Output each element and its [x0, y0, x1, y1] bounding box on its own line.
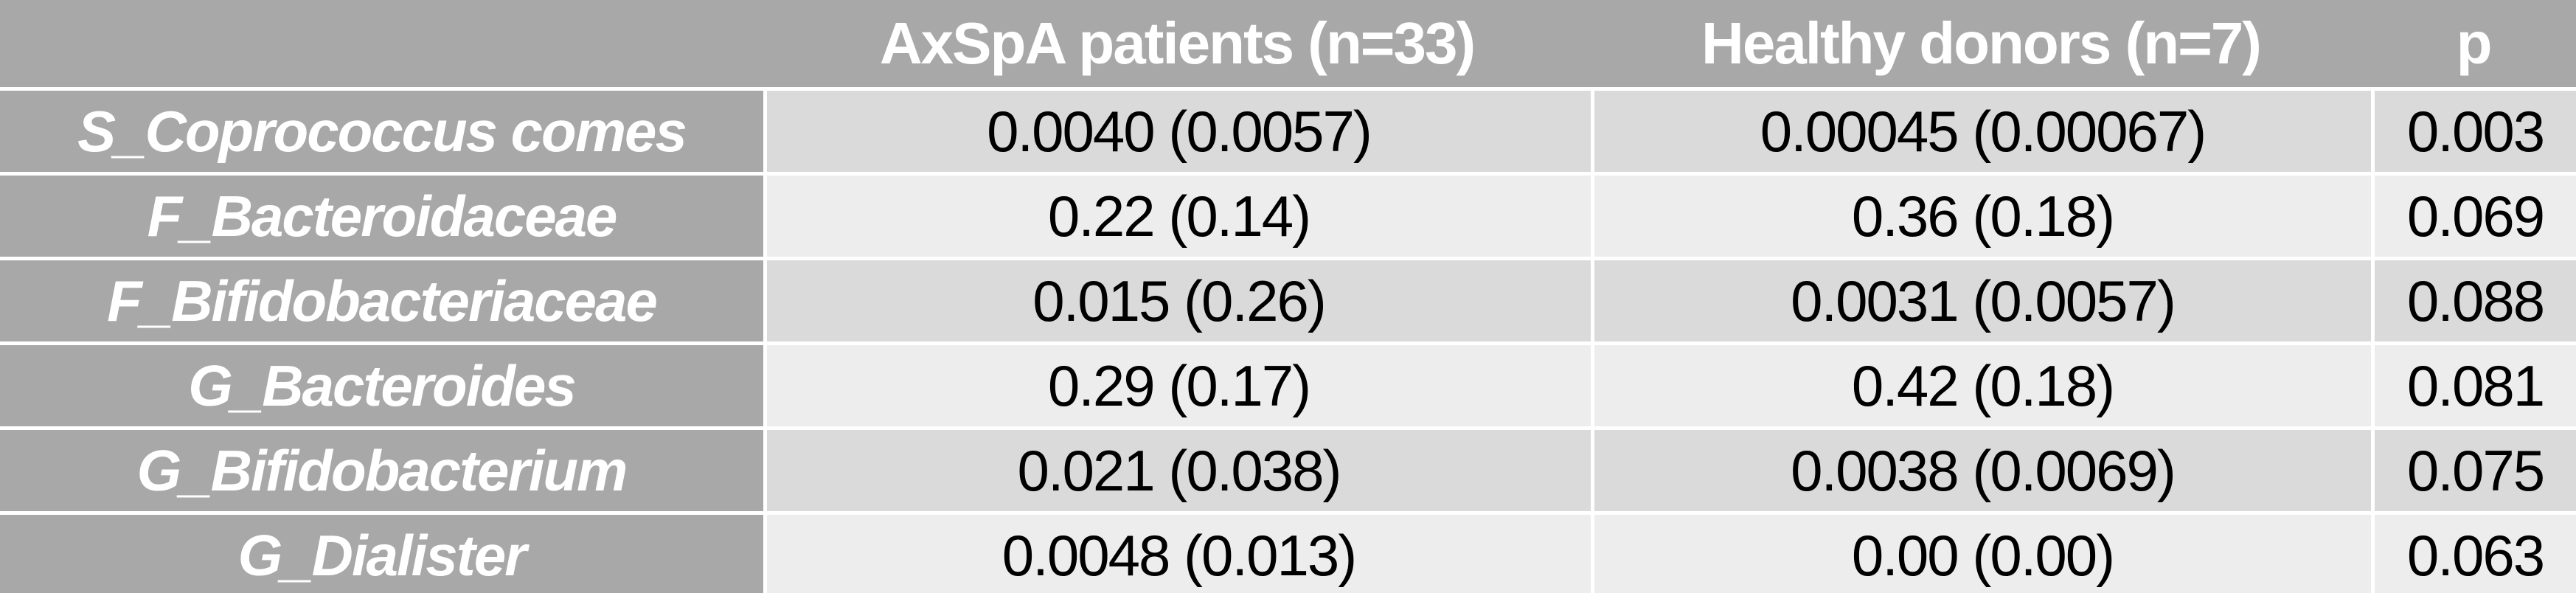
axspa-value-cell: 0.015 (0.26) [763, 257, 1591, 341]
header-axspa: AxSpA patients (n=33) [763, 0, 1591, 87]
row-label-bifidobacteriaceae: F_Bifidobacteriaceae [0, 257, 763, 341]
p-value-cell: 0.003 [2371, 87, 2576, 172]
p-value-cell: 0.069 [2371, 172, 2576, 257]
row-label-dialister: G_Dialister [0, 511, 763, 593]
healthy-value-cell: 0.42 (0.18) [1591, 341, 2371, 426]
healthy-value-cell: 0.00045 (0.00067) [1591, 87, 2371, 172]
axspa-value-cell: 0.22 (0.14) [763, 172, 1591, 257]
row-label-bacteroides: G_Bacteroides [0, 341, 763, 426]
header-healthy: Healthy donors (n=7) [1591, 0, 2371, 87]
axspa-value-cell: 0.29 (0.17) [763, 341, 1591, 426]
healthy-value-cell: 0.36 (0.18) [1591, 172, 2371, 257]
p-value-cell: 0.081 [2371, 341, 2576, 426]
header-taxon-blank [0, 0, 763, 87]
row-label-coprococcus: S_Coprococcus comes [0, 87, 763, 172]
axspa-value-cell: 0.0040 (0.0057) [763, 87, 1591, 172]
p-value-cell: 0.063 [2371, 511, 2576, 593]
row-label-bifidobacterium: G_Bifidobacterium [0, 426, 763, 511]
healthy-value-cell: 0.00 (0.00) [1591, 511, 2371, 593]
header-p-value: p [2371, 0, 2576, 87]
healthy-value-cell: 0.0038 (0.0069) [1591, 426, 2371, 511]
axspa-value-cell: 0.0048 (0.013) [763, 511, 1591, 593]
p-value-cell: 0.075 [2371, 426, 2576, 511]
axspa-value-cell: 0.021 (0.038) [763, 426, 1591, 511]
row-label-bacteroidaceae: F_Bacteroidaceae [0, 172, 763, 257]
healthy-value-cell: 0.0031 (0.0057) [1591, 257, 2371, 341]
p-value-cell: 0.088 [2371, 257, 2576, 341]
